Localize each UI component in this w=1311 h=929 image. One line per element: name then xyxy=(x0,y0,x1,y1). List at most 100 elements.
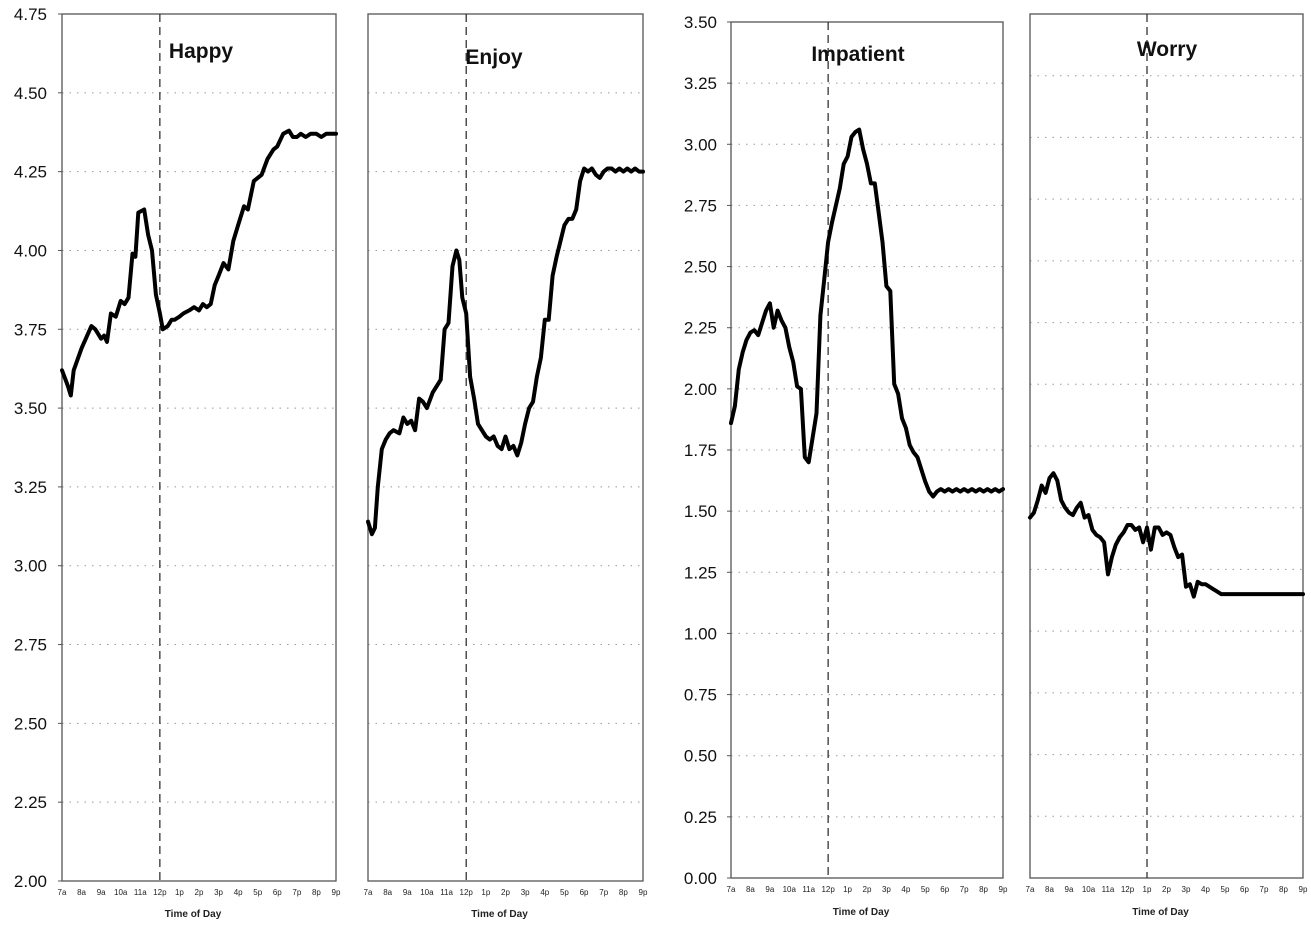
series-line xyxy=(1028,471,1305,599)
x-tick-label: 10a xyxy=(420,888,434,897)
x-tick-label: 7a xyxy=(727,885,736,894)
x-tick-label: 5p xyxy=(921,885,930,894)
x-tick-label: 11a xyxy=(802,885,815,894)
series-line xyxy=(729,127,1005,499)
y-tick-label: 2.25 xyxy=(684,319,717,338)
x-tick-label: 4p xyxy=(901,885,910,894)
x-tick-label: 12p xyxy=(153,888,167,897)
x-tick-label: 9p xyxy=(332,888,341,897)
x-tick-label: 3p xyxy=(882,885,891,894)
x-tick-label: 11a xyxy=(1102,885,1115,894)
x-tick-label: 7p xyxy=(292,888,301,897)
y-tick-label: 2.25 xyxy=(14,793,47,812)
x-axis-label: Time of Day xyxy=(165,909,222,920)
x-tick-label: 9p xyxy=(1299,885,1308,894)
x-tick-label: 6p xyxy=(580,888,589,897)
x-tick-label: 10a xyxy=(783,885,797,894)
x-tick-label: 5p xyxy=(560,888,569,897)
plot-frame xyxy=(367,13,644,882)
x-axis-label: Time of Day xyxy=(833,907,890,918)
y-tick-label: 4.00 xyxy=(14,241,47,260)
series-line xyxy=(366,166,645,537)
x-tick-label: 5p xyxy=(1221,885,1230,894)
x-tick-label: 7a xyxy=(364,888,373,897)
plot-frame xyxy=(1029,13,1304,879)
y-tick-label: 4.25 xyxy=(14,163,47,182)
y-tick-label: 3.50 xyxy=(14,399,47,418)
x-tick-label: 2p xyxy=(863,885,872,894)
y-tick-label: 0.00 xyxy=(684,869,717,888)
y-tick-label: 3.00 xyxy=(684,135,717,154)
panel-title: Enjoy xyxy=(465,46,522,69)
y-tick-label: 4.75 xyxy=(14,5,47,24)
x-tick-label: 3p xyxy=(521,888,530,897)
plot-frame xyxy=(61,13,337,882)
x-tick-label: 8a xyxy=(383,888,392,897)
x-tick-label: 11a xyxy=(134,888,147,897)
x-axis-label: Time of Day xyxy=(1132,907,1189,918)
x-tick-label: 2p xyxy=(501,888,510,897)
x-tick-label: 7p xyxy=(960,885,969,894)
panel-happy: 2.00 2.25 2.50 2.75 3.00 3.25 3.50 3.75 4.00 4.25… xyxy=(14,5,341,920)
y-tick-label: 2.50 xyxy=(684,258,717,277)
x-tick-label: 11a xyxy=(440,888,453,897)
x-axis-label: Time of Day xyxy=(471,909,528,920)
y-tick-label: 0.75 xyxy=(684,686,717,705)
x-tick-label: 2p xyxy=(195,888,204,897)
x-tick-label: 12p xyxy=(1121,885,1135,894)
y-tick-label: 2.50 xyxy=(14,714,47,733)
x-tick-label: 9a xyxy=(403,888,412,897)
x-tick-label: 8p xyxy=(979,885,988,894)
x-tick-label: 6p xyxy=(273,888,282,897)
x-tick-label: 3p xyxy=(1182,885,1191,894)
x-tick-label: 5p xyxy=(253,888,262,897)
x-tick-label: 1p xyxy=(175,888,184,897)
x-tick-label: 8p xyxy=(1279,885,1288,894)
y-tick-label: 3.25 xyxy=(14,478,47,497)
y-tick-label: 1.00 xyxy=(684,624,717,643)
y-tick-label: 2.75 xyxy=(684,196,717,215)
y-tick-label: 0.25 xyxy=(684,808,717,827)
x-tick-label: 6p xyxy=(1240,885,1249,894)
y-tick-label: 4.50 xyxy=(14,84,47,103)
x-tick-label: 10a xyxy=(1082,885,1096,894)
y-tick-label: 0.50 xyxy=(684,747,717,766)
x-tick-label: 8a xyxy=(1045,885,1054,894)
x-tick-label: 9p xyxy=(639,888,648,897)
x-tick-label: 3p xyxy=(214,888,223,897)
x-tick-label: 1p xyxy=(481,888,490,897)
y-tick-label: 1.25 xyxy=(684,563,717,582)
x-tick-label: 12p xyxy=(821,885,835,894)
x-tick-label: 4p xyxy=(1201,885,1210,894)
x-tick-label: 9a xyxy=(765,885,774,894)
x-tick-label: 9p xyxy=(999,885,1008,894)
series-line xyxy=(60,128,338,398)
panel-impatient: 0.00 0.25 0.50 0.75 1.00 1.25 1.50 1.75 2.00 2.25… xyxy=(684,13,1008,918)
x-tick-label: 2p xyxy=(1162,885,1171,894)
y-tick-label: 1.75 xyxy=(684,441,717,460)
panel-worry: 7a 8a 9a 10a 11a 12p 1p 2p 3p 4p 5p 6p 7p 8p 9p Time of… xyxy=(1026,13,1308,918)
y-tick-label: 3.00 xyxy=(14,557,47,576)
y-tick-label: 3.25 xyxy=(684,74,717,93)
y-tick-label: 3.75 xyxy=(14,320,47,339)
x-tick-label: 7p xyxy=(1260,885,1269,894)
x-tick-label: 1p xyxy=(843,885,852,894)
x-tick-label: 9a xyxy=(1065,885,1074,894)
y-tick-label: 2.00 xyxy=(684,380,717,399)
panel-title: Worry xyxy=(1137,38,1198,61)
x-tick-label: 6p xyxy=(940,885,949,894)
x-tick-label: 8a xyxy=(77,888,86,897)
y-tick-label: 1.50 xyxy=(684,502,717,521)
x-tick-label: 10a xyxy=(114,888,128,897)
x-tick-label: 7a xyxy=(1026,885,1035,894)
panel-enjoy: 7a 8a 9a 10a 11a 12p 1p 2p 3p 4p 5p 6p 7p 8p 9p Time of… xyxy=(364,13,648,920)
x-tick-label: 8p xyxy=(312,888,321,897)
y-tick-label: 2.75 xyxy=(14,636,47,655)
x-tick-label: 4p xyxy=(540,888,549,897)
x-tick-label: 12p xyxy=(460,888,474,897)
x-tick-label: 8a xyxy=(746,885,755,894)
x-tick-label: 4p xyxy=(234,888,243,897)
x-tick-label: 8p xyxy=(619,888,628,897)
y-tick-label: 3.50 xyxy=(684,13,717,32)
